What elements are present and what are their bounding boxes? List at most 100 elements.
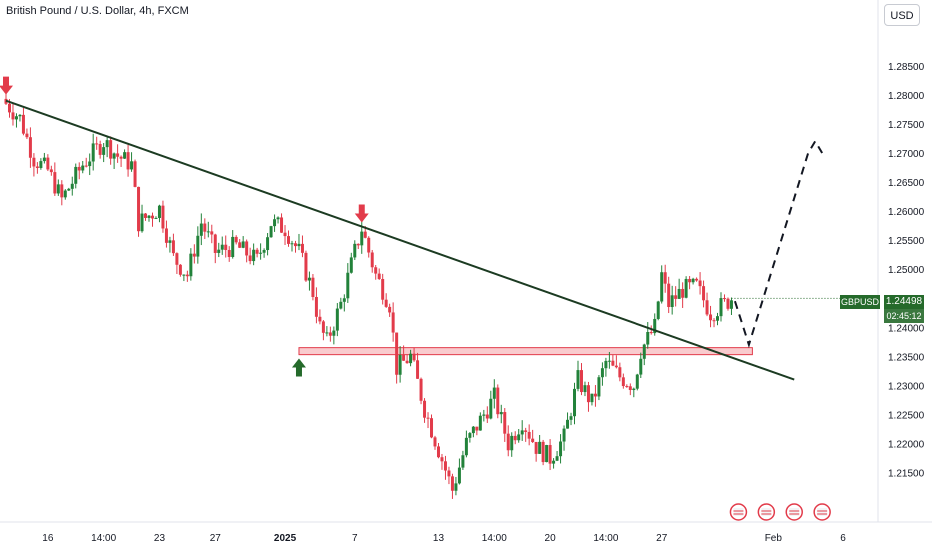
bar-countdown-label: 02:45:12 [884,309,924,323]
candle-body [84,165,88,167]
candle-body [283,232,287,237]
candle-body [46,157,50,170]
candle-body [485,414,489,419]
candle-body [416,360,420,379]
candle-body [175,253,179,265]
y-axis: 1.28500 1.28000 1.27500 1.27000 1.26500 1.260… [888,62,925,480]
candle-body [471,426,475,434]
candle-body [14,116,18,120]
candle-body [729,300,733,309]
candle-body [506,433,510,451]
candle-body [346,272,350,299]
candle-body [398,355,402,375]
candle-body [130,161,134,170]
y-tick-label: 1.27500 [888,120,925,131]
candle-body [238,242,242,248]
candle-body [688,278,692,283]
y-tick-label: 1.25500 [888,236,925,247]
event-icons [729,503,831,521]
candle-body [719,298,723,317]
candle-body [691,278,695,283]
candle-body [39,161,43,168]
x-tick-label: 16 [42,533,54,544]
candle-body [391,312,395,333]
candle-body [116,153,120,157]
candle-body [339,301,343,309]
candle-body [231,236,235,257]
candle-body [576,370,580,389]
support-zone[interactable] [298,347,753,356]
candle-body [140,213,144,232]
candle-body [618,367,622,378]
trendline[interactable] [5,99,795,381]
x-tick-label: 20 [545,533,557,544]
candle-body [332,330,336,336]
candle-body [25,133,29,138]
candle-body [77,166,81,171]
candle-body [436,446,440,458]
candle-body [604,360,608,369]
candle-body [119,156,123,159]
event-icon-flag [733,508,744,516]
candle-body [74,166,78,184]
candle-body [607,360,611,362]
candle-body [154,217,158,219]
candle-body [18,114,22,117]
candle-body [419,378,423,401]
x-tick-label: 14:00 [593,533,618,544]
candle-body [524,430,528,432]
candle-body [492,387,496,399]
candle-body [53,172,57,194]
candle-body [241,241,245,248]
candle-body [353,243,357,258]
candle-body [70,183,74,189]
x-tick-label: 27 [656,533,668,544]
candle-body [527,431,531,439]
candle-body [447,470,451,477]
candle-body [566,419,570,429]
y-tick-label: 1.27000 [888,149,925,160]
candle-body [698,280,702,287]
candle-body [287,236,291,244]
candle-body [203,223,207,232]
x-tick-label: 13 [433,533,445,544]
candle-body [109,140,113,159]
candle-body [409,353,413,364]
candle-body [559,441,563,457]
candle-body [705,300,709,315]
candle-body [349,257,353,273]
candle-body [234,236,238,243]
candle-body [430,418,434,438]
candle-body [593,393,597,397]
economic-event-icon[interactable] [729,503,748,521]
candle-body [133,161,137,187]
candle-body [478,415,482,431]
candle-body [569,416,573,420]
candle-body [468,433,472,438]
candle-body [32,157,36,167]
y-tick-label: 1.26000 [888,207,925,218]
candle-body [137,186,141,232]
candle-body [276,217,280,220]
economic-event-icon[interactable] [757,503,776,521]
candle-body [709,314,713,321]
candle-body [259,252,263,254]
economic-event-icon[interactable] [785,503,803,521]
candle-body [426,417,430,419]
candle-body [342,298,346,302]
candle-body [475,426,479,431]
economic-event-icon[interactable] [813,503,831,521]
candle-body [168,240,172,243]
candle-body [63,190,67,198]
candle-body [328,332,332,336]
x-tick-label: 14:00 [482,533,507,544]
last-price-label: 1.24498 [884,295,924,309]
projection-path[interactable] [733,139,824,349]
candle-body [178,264,182,275]
candle-body [496,387,500,415]
candle-body [224,244,228,250]
candle-body [433,437,437,447]
candle-body [35,166,39,168]
currency-button[interactable]: USD [884,4,920,26]
